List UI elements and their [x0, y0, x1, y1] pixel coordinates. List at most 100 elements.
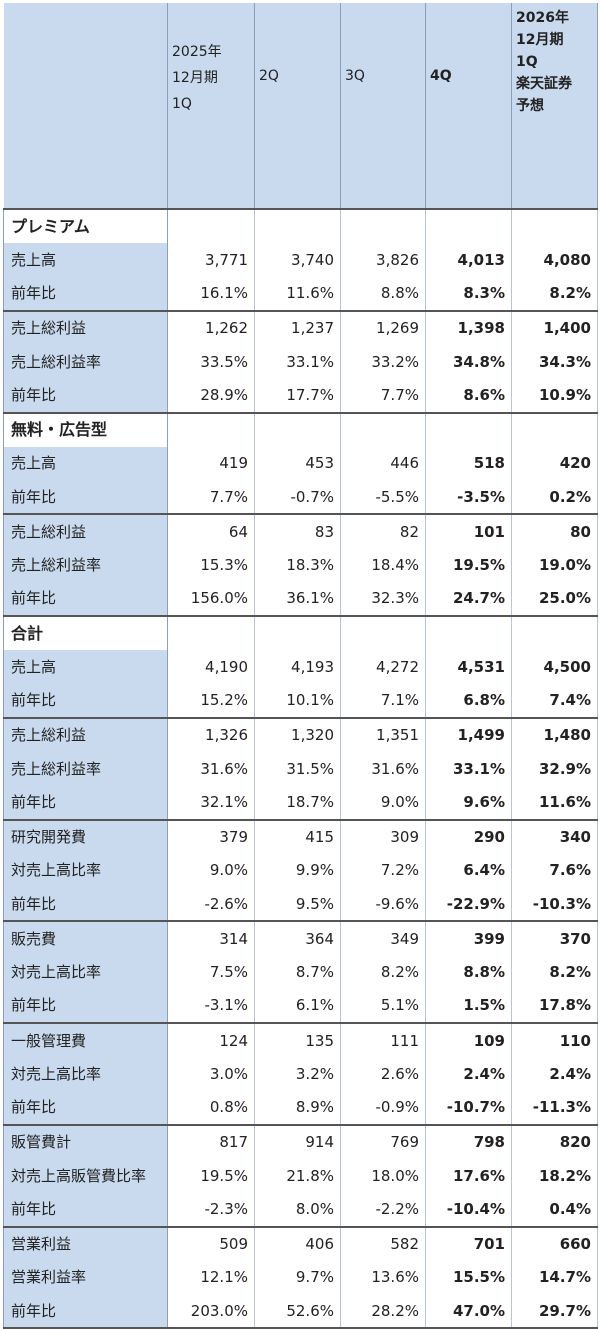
value-cell: 518 — [425, 446, 512, 480]
value-cell: 0.8% — [167, 1090, 255, 1125]
value-cell: 17.7% — [254, 378, 341, 413]
value-cell: 28.2% — [340, 1294, 426, 1329]
value-cell: -3.5% — [425, 480, 512, 515]
row-label: 研究開発費 — [3, 818, 168, 854]
table-row: 販売費 314 364 349 399 370 — [3, 920, 598, 956]
row-label: 前年比 — [3, 1192, 168, 1227]
value-cell: 9.9% — [254, 853, 341, 887]
header-col-3q: 3Q — [340, 3, 426, 209]
value-cell: -0.9% — [340, 1090, 426, 1125]
value-cell: 314 — [167, 920, 255, 956]
row-label: 売上総利益 — [3, 513, 168, 549]
value-cell: 83 — [254, 513, 341, 549]
value-cell: 3,771 — [167, 243, 255, 277]
row-label: 売上総利益 — [3, 716, 168, 752]
value-cell: 3,826 — [340, 243, 426, 277]
empty-cell — [425, 411, 512, 447]
table-body: プレミアム 売上高 3,771 3,740 3,826 4,013 4,080 前年比 16.1… — [3, 207, 598, 1329]
value-cell: 309 — [340, 818, 426, 854]
header-line: 12月期 — [516, 32, 564, 48]
empty-cell — [340, 207, 426, 244]
value-cell: 47.0% — [425, 1294, 512, 1329]
value-cell: 1,398 — [425, 309, 512, 345]
value-cell: -2.3% — [167, 1192, 255, 1227]
value-cell: 33.5% — [167, 345, 255, 379]
value-cell: 111 — [340, 1021, 426, 1058]
value-cell: 8.2% — [511, 276, 598, 311]
table-row: 前年比 -3.1% 6.1% 5.1% 1.5% 17.8% — [3, 988, 598, 1023]
value-cell: 7.6% — [511, 853, 598, 887]
table-row: 売上高 419 453 446 518 420 — [3, 446, 598, 480]
empty-cell — [254, 411, 341, 447]
value-cell: 4,013 — [425, 243, 512, 277]
value-cell: 110 — [511, 1021, 598, 1058]
row-label: 対売上高販管費比率 — [3, 1159, 168, 1193]
row-label: 前年比 — [3, 276, 168, 311]
value-cell: 0.2% — [511, 480, 598, 515]
value-cell: 660 — [511, 1225, 598, 1261]
table-row: 前年比 -2.3% 8.0% -2.2% -10.4% 0.4% — [3, 1192, 598, 1227]
table-row: 売上総利益率 33.5% 33.1% 33.2% 34.8% 34.3% — [3, 345, 598, 379]
table-row: 前年比 156.0% 36.1% 32.3% 24.7% 25.0% — [3, 581, 598, 616]
header-col-2q: 2Q — [254, 3, 341, 209]
value-cell: 13.6% — [340, 1260, 426, 1294]
row-label: 販管費計 — [3, 1123, 168, 1159]
row-label: 営業利益 — [3, 1225, 168, 1261]
value-cell: 7.1% — [340, 683, 426, 718]
table-row: 前年比 7.7% -0.7% -5.5% -3.5% 0.2% — [3, 480, 598, 515]
value-cell: 1,269 — [340, 309, 426, 345]
empty-cell — [511, 614, 598, 651]
value-cell: 8.3% — [425, 276, 512, 311]
value-cell: 21.8% — [254, 1159, 341, 1193]
table-row: 前年比 203.0% 52.6% 28.2% 47.0% 29.7% — [3, 1294, 598, 1329]
table-row: 前年比 -2.6% 9.5% -9.6% -22.9% -10.3% — [3, 887, 598, 922]
value-cell: 914 — [254, 1123, 341, 1159]
value-cell: 370 — [511, 920, 598, 956]
header-blank-cell — [3, 3, 168, 209]
row-label: 前年比 — [3, 988, 168, 1023]
value-cell: 19.5% — [167, 1159, 255, 1193]
table-row: 対売上高比率 3.0% 3.2% 2.6% 2.4% 2.4% — [3, 1057, 598, 1091]
value-cell: 34.8% — [425, 345, 512, 379]
value-cell: 19.5% — [425, 548, 512, 582]
table-row: 売上高 3,771 3,740 3,826 4,013 4,080 — [3, 243, 598, 277]
section-header-row: プレミアム — [3, 207, 598, 244]
value-cell: -10.7% — [425, 1090, 512, 1125]
table-header: 2025年 12月期 1Q 2Q 3Q 4Q 2026年 12月期 1Q 楽天証… — [3, 3, 598, 209]
value-cell: 0.4% — [511, 1192, 598, 1227]
table-row: 対売上高比率 7.5% 8.7% 8.2% 8.8% 8.2% — [3, 955, 598, 989]
value-cell: 4,500 — [511, 650, 598, 684]
value-cell: 18.7% — [254, 785, 341, 820]
value-cell: 15.5% — [425, 1260, 512, 1294]
value-cell: 3.2% — [254, 1057, 341, 1091]
value-cell: 8.2% — [511, 955, 598, 989]
value-cell: 1,351 — [340, 716, 426, 752]
value-cell: 1,499 — [425, 716, 512, 752]
value-cell: 31.6% — [167, 752, 255, 786]
value-cell: 25.0% — [511, 581, 598, 616]
value-cell: 32.1% — [167, 785, 255, 820]
value-cell: 11.6% — [254, 276, 341, 311]
table-row: 売上総利益率 31.6% 31.5% 31.6% 33.1% 32.9% — [3, 752, 598, 786]
row-label: 前年比 — [3, 785, 168, 820]
financial-table-panel: 2025年 12月期 1Q 2Q 3Q 4Q 2026年 12月期 1Q 楽天証… — [3, 3, 598, 1329]
value-cell: 1,320 — [254, 716, 341, 752]
value-cell: 14.7% — [511, 1260, 598, 1294]
row-label: 売上総利益率 — [3, 548, 168, 582]
value-cell: 7.2% — [340, 853, 426, 887]
value-cell: 453 — [254, 446, 341, 480]
empty-cell — [254, 614, 341, 651]
value-cell: 10.9% — [511, 378, 598, 413]
row-label: 売上総利益率 — [3, 345, 168, 379]
value-cell: 9.5% — [254, 887, 341, 922]
financial-table: 2025年 12月期 1Q 2Q 3Q 4Q 2026年 12月期 1Q 楽天証… — [3, 3, 598, 1329]
value-cell: 18.2% — [511, 1159, 598, 1193]
value-cell: -2.2% — [340, 1192, 426, 1227]
row-label: 対売上高比率 — [3, 853, 168, 887]
row-label: 販売費 — [3, 920, 168, 956]
header-col-4q: 4Q — [425, 3, 512, 209]
row-label: 対売上高比率 — [3, 1057, 168, 1091]
value-cell: 8.6% — [425, 378, 512, 413]
value-cell: 2.4% — [425, 1057, 512, 1091]
value-cell: 64 — [167, 513, 255, 549]
